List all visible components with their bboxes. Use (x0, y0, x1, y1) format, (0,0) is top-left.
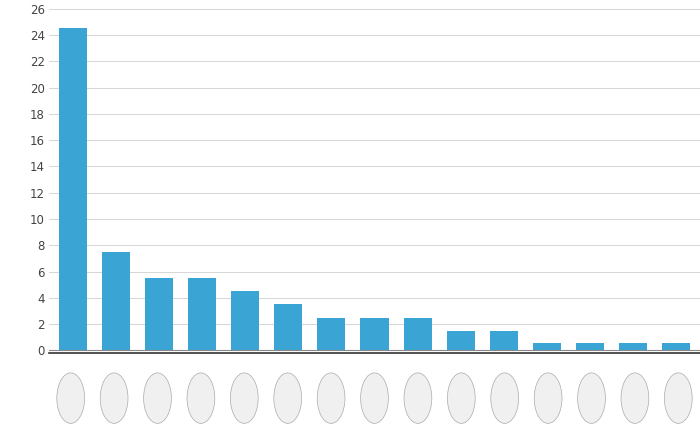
Circle shape (57, 373, 85, 424)
Circle shape (274, 373, 302, 424)
Circle shape (187, 373, 215, 424)
Bar (620, 343, 648, 350)
Bar (576, 343, 604, 350)
Circle shape (230, 373, 258, 424)
Bar (404, 318, 432, 350)
Bar (102, 252, 130, 350)
Bar (188, 278, 216, 350)
Bar (59, 28, 87, 350)
Circle shape (534, 373, 562, 424)
Circle shape (578, 373, 606, 424)
Bar (533, 343, 561, 350)
Bar (231, 291, 259, 350)
Bar (662, 343, 690, 350)
Circle shape (491, 373, 519, 424)
Circle shape (360, 373, 388, 424)
Bar (447, 331, 475, 350)
Bar (360, 318, 388, 350)
Circle shape (447, 373, 475, 424)
Circle shape (144, 373, 172, 424)
Bar (490, 331, 518, 350)
Circle shape (621, 373, 649, 424)
Bar (145, 278, 173, 350)
Circle shape (664, 373, 692, 424)
Bar (274, 304, 302, 350)
Circle shape (404, 373, 432, 424)
Circle shape (100, 373, 128, 424)
Bar (317, 318, 345, 350)
Circle shape (317, 373, 345, 424)
